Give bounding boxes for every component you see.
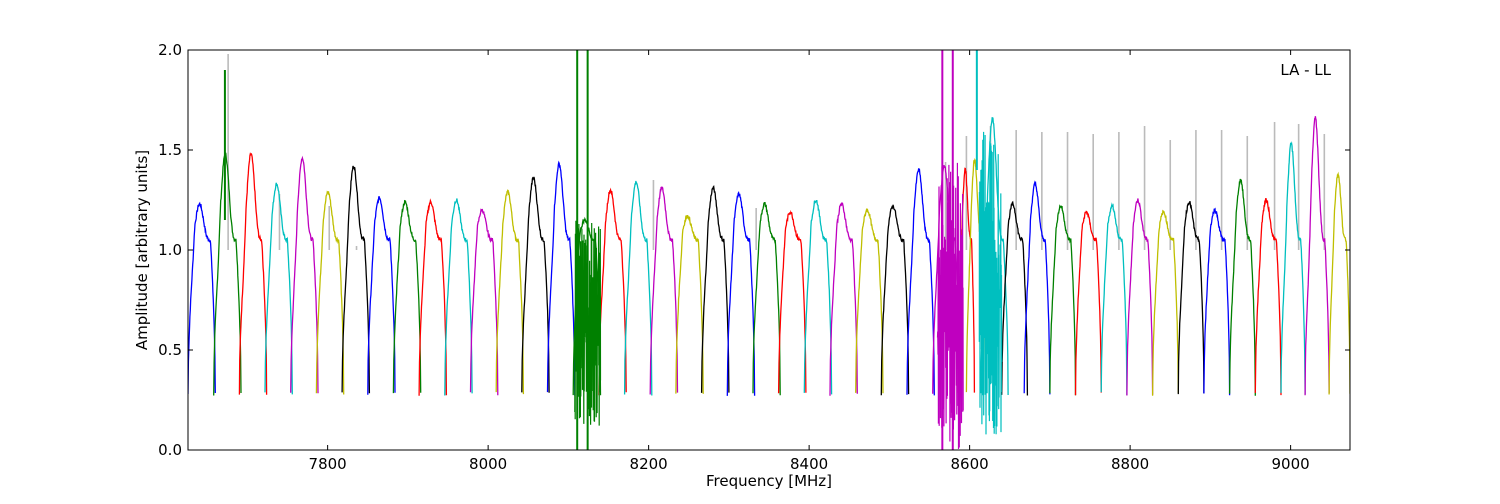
series-line (1023, 180, 1051, 395)
series-line (1203, 207, 1231, 396)
x-tick-label: 7800 (309, 455, 347, 473)
noise-region (978, 131, 1003, 435)
series-line (700, 185, 730, 393)
y-tick-label: 2.0 (158, 41, 182, 59)
series-line (1228, 178, 1256, 396)
x-tick-label: 8800 (1111, 455, 1149, 473)
series-line (1304, 116, 1330, 396)
series-line (906, 168, 935, 396)
series-line (675, 214, 704, 394)
x-tick-label: 8200 (630, 455, 668, 473)
annotation-label: LA - LL (1280, 61, 1331, 79)
x-tick-label: 8000 (469, 455, 507, 473)
series-line (188, 201, 216, 395)
x-axis-label: Frequency [MHz] (706, 472, 832, 490)
series-line (1280, 141, 1306, 395)
series-line (1151, 209, 1179, 396)
series-line (726, 191, 756, 396)
series-line (623, 180, 653, 396)
series-line (803, 199, 833, 395)
series-line (1177, 201, 1205, 395)
series-line (1126, 198, 1154, 396)
series-line (495, 189, 525, 395)
series-line (238, 152, 268, 395)
series-line (444, 198, 473, 396)
series-line (367, 196, 396, 395)
x-tick-label: 8600 (951, 455, 989, 473)
series-line (829, 202, 858, 396)
series-line (469, 208, 499, 396)
x-tick-label: 9000 (1272, 455, 1310, 473)
y-tick-label: 0.0 (158, 441, 182, 459)
x-tick-label: 8400 (790, 455, 828, 473)
series-line (1001, 200, 1029, 396)
series-line (777, 209, 807, 394)
series-line (855, 208, 884, 394)
series-line (315, 190, 345, 395)
series-line (880, 204, 910, 396)
series-line (1074, 210, 1102, 396)
series-line (264, 182, 293, 395)
series-line (290, 155, 319, 394)
series-line (546, 160, 576, 396)
series-line (752, 202, 781, 396)
series-line (649, 186, 679, 395)
series-line (1100, 202, 1128, 396)
series-line (1328, 171, 1350, 395)
series-line (392, 199, 422, 394)
series-line (1049, 204, 1077, 396)
series-line (213, 151, 242, 396)
series-line (418, 198, 448, 396)
y-axis-label: Amplitude [arbitrary units] (133, 150, 151, 350)
y-tick-label: 1.0 (158, 241, 182, 259)
series-line (521, 176, 550, 393)
plot-background (188, 50, 1350, 450)
y-tick-label: 1.5 (158, 141, 182, 159)
series-line (1254, 197, 1282, 396)
series-line (598, 187, 627, 396)
series-line (341, 165, 371, 394)
y-tick-label: 0.5 (158, 341, 182, 359)
